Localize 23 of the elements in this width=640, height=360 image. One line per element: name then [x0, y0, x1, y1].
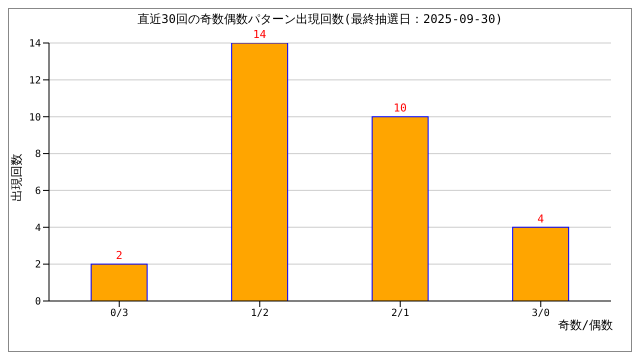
x-tick-label: 1/2 — [250, 308, 269, 320]
y-tick-label: 0 — [34, 296, 41, 308]
data-label: 14 — [253, 28, 267, 41]
y-tick-label: 10 — [28, 112, 41, 124]
data-label: 2 — [116, 249, 122, 262]
bar — [90, 264, 148, 301]
y-tick-label: 14 — [28, 38, 41, 50]
y-axis-title: 出現回数 — [8, 152, 24, 204]
y-tick-label: 2 — [34, 260, 41, 271]
chart-title: 直近30回の奇数偶数パターン出現回数(最終抽選日：2025-09-30) — [136, 11, 504, 28]
y-tick-label: 6 — [34, 186, 41, 197]
data-label: 4 — [537, 212, 544, 226]
x-axis-title: 奇数/偶数 — [558, 317, 613, 334]
x-tick-label: 3/0 — [532, 308, 550, 320]
bar — [372, 116, 429, 301]
bar — [231, 43, 288, 301]
data-label: 10 — [394, 102, 407, 115]
x-tick-label: 0/3 — [110, 308, 128, 320]
x-tick-label: 2/1 — [391, 308, 410, 320]
y-tick-label: 12 — [28, 75, 41, 86]
y-tick-label: 4 — [34, 222, 41, 234]
bar — [512, 226, 570, 301]
y-tick-label: 8 — [34, 149, 41, 160]
